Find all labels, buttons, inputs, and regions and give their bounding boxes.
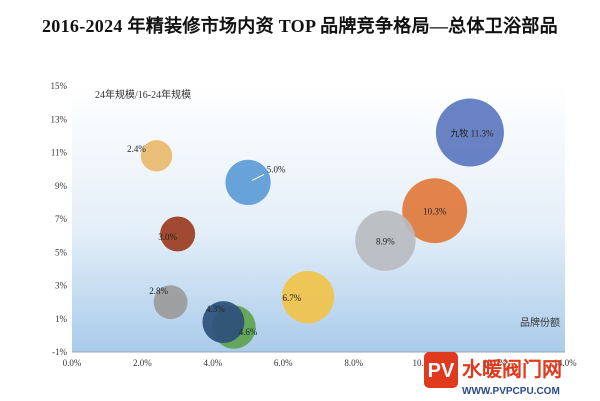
x-tick-label: 4.0%	[203, 358, 222, 368]
bubble-label: 3.0%	[158, 232, 177, 242]
y-tick-label: 11%	[51, 148, 68, 158]
y-tick-label: 7%	[55, 214, 68, 224]
x-tick-label: 12.0%	[483, 358, 507, 368]
x-axis-label: 品牌份额	[520, 316, 560, 329]
chart-title: 2016-2024 年精装修市场内资 TOP 品牌竞争格局—总体卫浴部品	[42, 16, 558, 36]
bubble-label: 6.7%	[283, 293, 302, 303]
bubble-label: 4.6%	[239, 327, 258, 337]
y-tick-label: 5%	[55, 247, 68, 257]
bubble-label: 5.0%	[267, 164, 286, 174]
y-tick-label: 9%	[55, 181, 68, 191]
y-tick-label: 1%	[55, 314, 68, 324]
x-tick-label: 6.0%	[274, 358, 293, 368]
watermark-badge-text: PV	[428, 360, 455, 382]
y-axis-label: 24年规模/16-24年规模	[95, 88, 191, 101]
bubble	[435, 98, 504, 167]
bubble	[402, 178, 468, 244]
watermark-url: WWW.PVPCPU.COM	[462, 386, 560, 397]
bubble	[160, 216, 196, 252]
y-tick-label: 13%	[51, 114, 68, 124]
y-tick-label: -1%	[52, 347, 67, 357]
bubble	[153, 285, 188, 320]
bubble	[140, 140, 173, 172]
bubble	[281, 270, 335, 324]
watermark-name: 水暖阀门网	[462, 357, 562, 381]
x-tick-label: 14.0%	[553, 358, 577, 368]
bubble-label: 4.3%	[206, 304, 225, 314]
watermark-badge	[424, 352, 458, 388]
watermark-logo: PV 水暖阀门网 WWW.PVPCPU.COM	[424, 352, 562, 397]
bubble-label: 九牧 11.3%	[450, 128, 494, 139]
x-tick-label: 8.0%	[344, 358, 363, 368]
bubble	[355, 210, 416, 271]
x-tick-label: 0.0%	[63, 358, 82, 368]
bubble-label: 10.3%	[423, 207, 447, 217]
bubble-label: 2.8%	[149, 286, 168, 296]
y-tick-label: 3%	[55, 281, 68, 291]
y-tick-label: 15%	[51, 81, 68, 91]
bubble-label: 2.4%	[127, 144, 146, 154]
x-tick-label: 2.0%	[133, 358, 152, 368]
label-leader-line	[251, 173, 265, 181]
bubble	[225, 159, 271, 206]
bubble-label: 8.9%	[376, 237, 395, 247]
bubble	[202, 301, 245, 344]
